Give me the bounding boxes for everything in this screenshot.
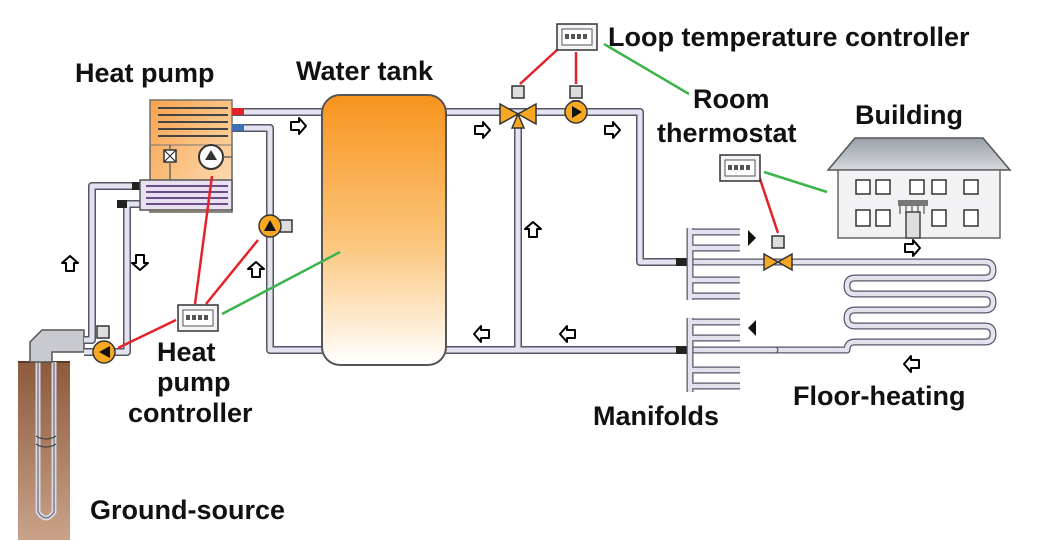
- loop-controller-icon: [556, 23, 598, 51]
- loop-controller-label: Loop temperature controller: [608, 22, 970, 52]
- heat-pump-label: Heat pump: [75, 58, 215, 88]
- water-tank: [321, 94, 447, 366]
- hollow-arrow-icon: [473, 325, 490, 343]
- loop-pump-icon: [564, 85, 588, 124]
- ground-source-label: Ground-source: [90, 495, 285, 525]
- manifolds: [686, 228, 756, 392]
- hollow-arrow-icon: [604, 121, 621, 139]
- zone-valve-icon: [763, 235, 793, 272]
- building-label: Building: [855, 100, 963, 130]
- ground-pump-icon: [92, 325, 116, 364]
- signal-wires: [117, 42, 828, 350]
- room-thermostat-label-line1: Room: [693, 84, 770, 114]
- heat-pump-controller-label-line1: Heat: [157, 337, 216, 367]
- hollow-arrow-icon: [524, 221, 542, 238]
- ground-source: [18, 329, 85, 540]
- water-tank-label: Water tank: [296, 56, 434, 86]
- heat-pump: [139, 99, 244, 213]
- heat-pump-controller-label-line3: controller: [128, 398, 253, 428]
- hollow-arrow-icon: [474, 121, 491, 139]
- heat-pump-controller-label-line2: pump: [157, 367, 231, 397]
- hollow-arrow-icon: [559, 325, 576, 343]
- hollow-arrow-icon: [290, 117, 307, 135]
- hollow-arrow-icon: [904, 239, 921, 257]
- hollow-arrow-icon: [247, 261, 265, 278]
- room-thermostat-label-line2: thermostat: [657, 118, 797, 148]
- building-icon: [826, 137, 1012, 239]
- floor-heating-label: Floor-heating: [793, 381, 965, 411]
- mixing-valve-icon: [499, 85, 537, 129]
- labels: Heat pump Water tank Loop temperature co…: [75, 22, 970, 525]
- hollow-arrow-icon: [131, 254, 149, 271]
- heat-pump-circulation-pump-icon: [258, 214, 293, 238]
- heat-pump-controller-icon: [177, 304, 219, 332]
- hollow-arrow-icon: [61, 255, 79, 272]
- hollow-arrow-icon: [903, 355, 920, 373]
- floor-heating-coil: [686, 258, 997, 354]
- room-thermostat-icon: [719, 154, 761, 182]
- manifolds-label: Manifolds: [593, 401, 719, 431]
